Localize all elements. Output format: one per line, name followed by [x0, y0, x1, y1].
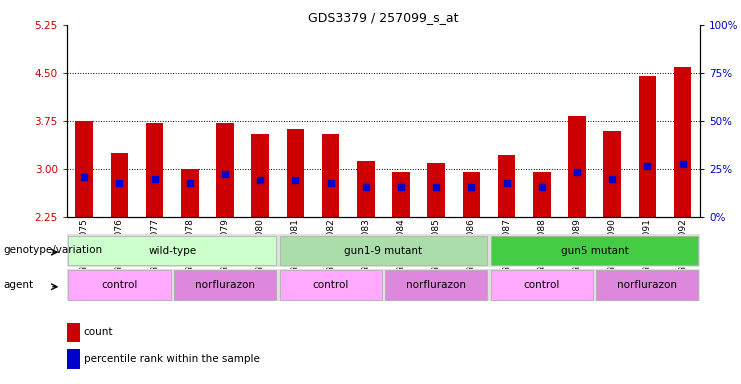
Point: [184, 180, 196, 186]
Bar: [68, 270, 170, 300]
Point: [79, 174, 90, 180]
Point: [254, 177, 266, 184]
Point: [113, 180, 125, 186]
Bar: [279, 270, 382, 300]
Point: [325, 180, 336, 186]
Text: norflurazon: norflurazon: [195, 280, 255, 290]
Point: [360, 184, 372, 190]
Text: norflurazon: norflurazon: [406, 280, 466, 290]
Point: [501, 180, 513, 186]
Point: [219, 171, 231, 177]
Bar: [639, 76, 657, 217]
Text: control: control: [524, 280, 560, 290]
Text: genotype/variation: genotype/variation: [4, 245, 103, 255]
Text: gun5 mutant: gun5 mutant: [561, 245, 628, 256]
Text: percentile rank within the sample: percentile rank within the sample: [84, 354, 259, 364]
Point: [149, 175, 161, 182]
Bar: [287, 129, 305, 217]
Point: [677, 161, 688, 167]
Bar: [568, 116, 586, 217]
Text: gun1-9 mutant: gun1-9 mutant: [345, 245, 422, 256]
Text: count: count: [84, 327, 113, 337]
Bar: [181, 169, 199, 217]
Bar: [110, 153, 128, 217]
Point: [395, 184, 407, 190]
Text: wild-type: wild-type: [148, 245, 196, 256]
Bar: [491, 236, 699, 265]
Bar: [146, 123, 164, 217]
Point: [571, 169, 583, 175]
Point: [290, 177, 302, 184]
Point: [431, 184, 442, 190]
Bar: [533, 172, 551, 217]
Text: control: control: [102, 280, 138, 290]
Point: [465, 184, 477, 190]
Bar: [68, 236, 276, 265]
Bar: [322, 134, 339, 217]
Title: GDS3379 / 257099_s_at: GDS3379 / 257099_s_at: [308, 11, 459, 24]
Point: [606, 175, 618, 182]
Bar: [76, 121, 93, 217]
Bar: [428, 162, 445, 217]
Bar: [597, 270, 699, 300]
Bar: [385, 270, 488, 300]
Text: agent: agent: [4, 280, 34, 290]
Bar: [357, 161, 375, 217]
Bar: [603, 131, 621, 217]
Bar: [498, 155, 516, 217]
Point: [642, 163, 654, 169]
Bar: [174, 270, 276, 300]
Bar: [462, 172, 480, 217]
Bar: [251, 134, 269, 217]
Text: control: control: [313, 280, 349, 290]
Bar: [279, 236, 488, 265]
Bar: [216, 123, 234, 217]
Bar: [392, 172, 410, 217]
Point: [536, 184, 548, 190]
Bar: [674, 66, 691, 217]
Bar: [491, 270, 593, 300]
Text: norflurazon: norflurazon: [617, 280, 677, 290]
